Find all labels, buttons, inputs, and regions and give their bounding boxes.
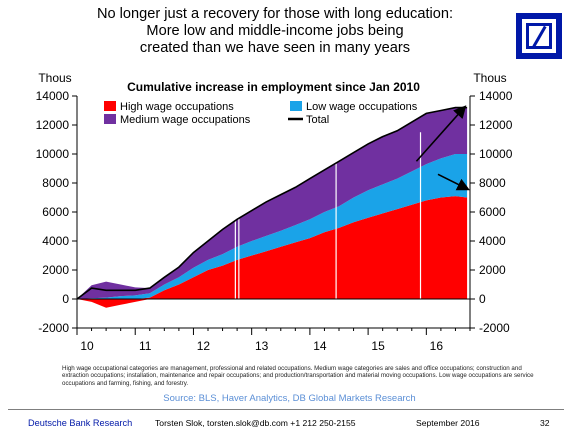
- deutsche-bank-logo: [516, 13, 562, 59]
- y-tick-label-left: 14000: [36, 89, 70, 103]
- series-line-total: [76, 106, 468, 300]
- legend-label-0: High wage occupations: [120, 101, 234, 113]
- x-tick-label: 16: [430, 339, 444, 353]
- title-line-1: No longer just a recovery for those with…: [96, 6, 454, 22]
- y-tick-label-left: 6000: [42, 205, 69, 219]
- footer-brand: Deutsche Bank Research: [28, 418, 133, 428]
- series-area-high-wage: [77, 196, 468, 299]
- footnote: High wage occupational categories are ma…: [62, 365, 534, 387]
- y-tick-label-right: 0: [479, 292, 486, 306]
- series-area-high-wage-negative: [77, 299, 468, 308]
- y-tick-label-right: 6000: [479, 205, 506, 219]
- footer-author: Torsten Slok, torsten.slok@db.com +1 212…: [155, 418, 356, 428]
- y-tick-label-right: 12000: [479, 118, 513, 132]
- legend-swatch-0: [104, 101, 116, 111]
- chart-title: Cumulative increase in employment since …: [127, 80, 420, 94]
- y-tick-label-right: 4000: [479, 234, 506, 248]
- x-tick-label: 13: [255, 339, 269, 353]
- legend-label-3: Total: [306, 114, 329, 126]
- source-note: Source: BLS, Haver Analytics, DB Global …: [163, 393, 416, 404]
- y-tick-label-right: -2000: [479, 321, 510, 335]
- y-tick-label-right: 10000: [479, 147, 513, 161]
- y-tick-label-left: 0: [62, 292, 69, 306]
- title-line-3: created than we have seen in many years: [139, 40, 411, 56]
- y-tick-label-left: 8000: [42, 176, 69, 190]
- page-number: 32: [540, 418, 550, 428]
- annotation-arrow-1: [437, 173, 470, 191]
- series-area-low-wage: [77, 154, 468, 299]
- legend-swatch-1: [290, 101, 302, 111]
- y-tick-label-left: 10000: [36, 147, 70, 161]
- y-tick-label-left: 12000: [36, 118, 70, 132]
- y-axis-label-right: Thous: [473, 71, 506, 85]
- y-tick-label-right: 8000: [479, 176, 506, 190]
- x-tick-label: 11: [139, 339, 152, 353]
- title-line-2: More low and middle-income jobs being: [146, 23, 404, 39]
- x-tick-label: 14: [313, 339, 327, 353]
- footer-divider: [8, 409, 564, 410]
- footer-date: September 2016: [416, 418, 480, 428]
- annotation-arrow-0: [415, 105, 467, 162]
- y-tick-label-left: 2000: [42, 263, 69, 277]
- y-tick-label-right: 14000: [479, 89, 513, 103]
- y-tick-label-left: 4000: [42, 234, 69, 248]
- legend-label-1: Low wage occupations: [306, 101, 418, 113]
- legend-label-2: Medium wage occupations: [120, 114, 251, 126]
- series-area-medium-wage: [77, 107, 468, 299]
- x-tick-label: 12: [197, 339, 211, 353]
- y-tick-label-left: -2000: [38, 321, 69, 335]
- y-tick-label-right: 2000: [479, 263, 506, 277]
- page-title: No longer just a recovery for those with…: [40, 6, 510, 57]
- x-tick-label: 10: [80, 339, 94, 353]
- x-tick-label: 15: [371, 339, 385, 353]
- y-axis-label-left: Thous: [38, 71, 71, 85]
- legend-swatch-2: [104, 114, 116, 124]
